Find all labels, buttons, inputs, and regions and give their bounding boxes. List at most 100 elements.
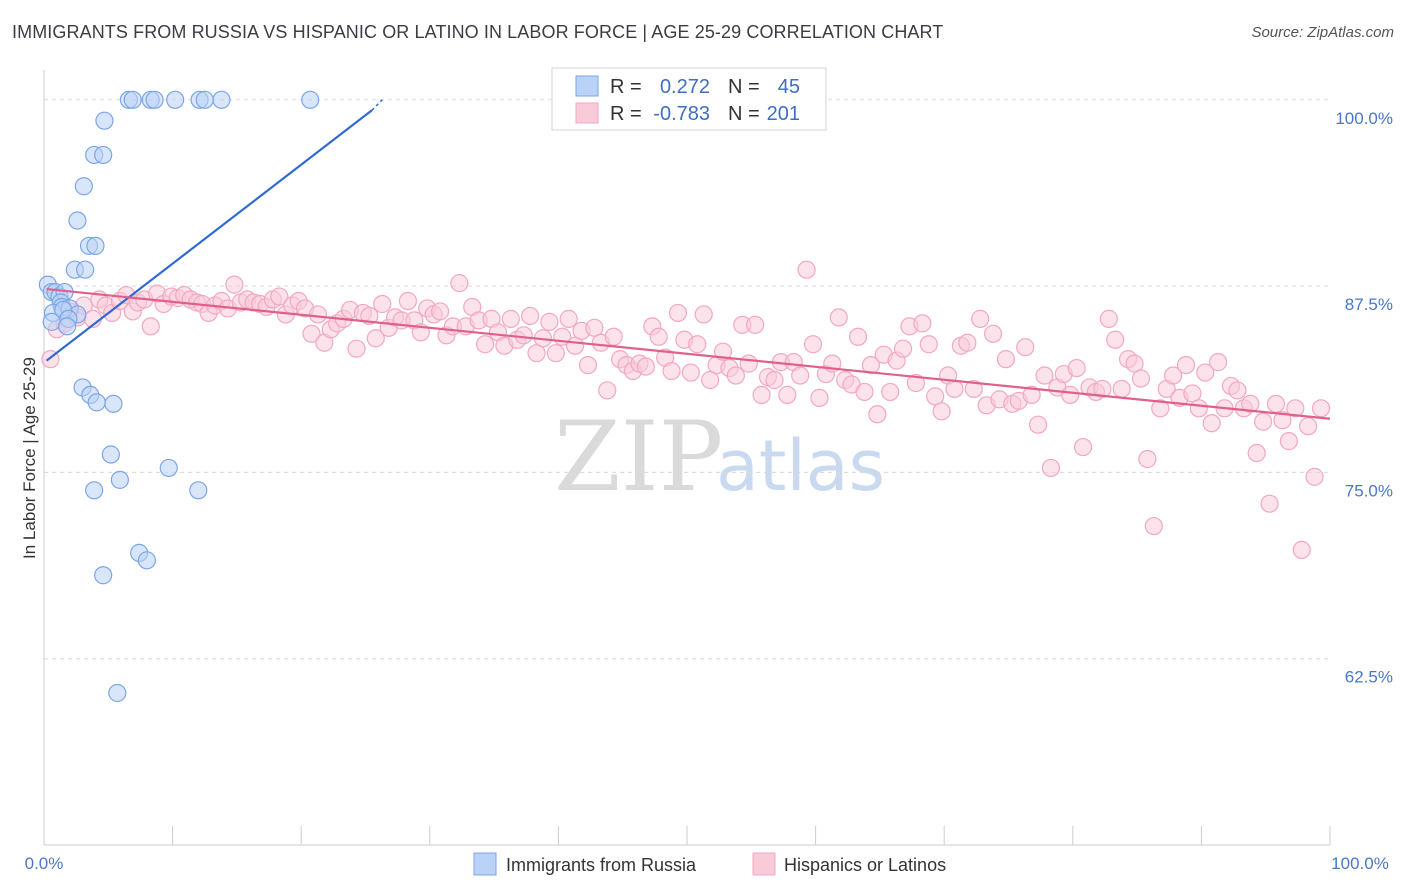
- point-s1-163: [1093, 379, 1112, 399]
- point-s1-114: [778, 385, 797, 405]
- point-s1-78: [546, 344, 565, 363]
- point-s1-126: [855, 382, 874, 402]
- trend-lines: [45, 99, 1331, 420]
- y-tick-labels: 100.0% 87.5% 75.0% 62.5%: [1335, 109, 1393, 687]
- legend-r-label-2: R =: [610, 103, 642, 125]
- point-s1-101: [694, 305, 713, 324]
- trend-line-s1: [46, 287, 1331, 420]
- point-s1-194: [1292, 540, 1311, 560]
- x-tick-label-right: 100.0%: [1331, 854, 1389, 873]
- point-s1-136: [919, 335, 938, 354]
- point-s1-179: [1196, 363, 1215, 382]
- point-s1-193: [1286, 399, 1305, 418]
- point-s1-73: [514, 326, 533, 345]
- point-s1-71: [501, 309, 520, 328]
- point-s1-119: [810, 388, 829, 407]
- point-s0-44: [108, 683, 127, 703]
- point-s1-86: [598, 381, 617, 400]
- point-s1-51: [373, 294, 392, 314]
- point-s1-109: [746, 315, 765, 334]
- trend-line-s0: [45, 109, 373, 362]
- point-s1-92: [636, 357, 655, 376]
- point-s1-166: [1112, 379, 1131, 399]
- point-s1-197: [1311, 399, 1331, 418]
- point-s1-189: [1260, 494, 1279, 513]
- point-s1-144: [971, 309, 990, 328]
- point-s0-8: [301, 90, 320, 109]
- point-s1-178: [1189, 399, 1208, 418]
- point-s1-47: [347, 339, 366, 358]
- point-s1-140: [945, 379, 964, 399]
- point-s0-6: [195, 90, 214, 109]
- legend-n-value-1: 45: [778, 76, 800, 98]
- y-tick-label-0: 100.0%: [1335, 109, 1393, 128]
- point-s1-151: [1016, 338, 1035, 357]
- point-s0-13: [68, 211, 87, 230]
- correlation-legend: R = 0.272 N = 45 R = -0.783 N = 201: [551, 67, 827, 131]
- point-s1-110: [752, 385, 771, 405]
- point-s1-186: [1241, 394, 1260, 413]
- point-s1-153: [1028, 415, 1048, 434]
- legend-n-label-2: N =: [728, 103, 760, 125]
- series-russia-points: [38, 90, 320, 703]
- x-tick-label-left: 0.0%: [25, 854, 64, 873]
- point-s1-122: [829, 308, 848, 327]
- point-s1-77: [540, 312, 559, 331]
- point-s1-164: [1099, 309, 1118, 328]
- point-s1-112: [765, 370, 784, 390]
- point-s1-97: [668, 303, 688, 323]
- point-s1-118: [803, 335, 823, 354]
- point-s1-187: [1247, 443, 1266, 463]
- point-s1-83: [578, 355, 598, 375]
- point-s1-172: [1151, 399, 1170, 418]
- point-s1-96: [662, 361, 681, 381]
- point-s1-125: [848, 327, 868, 346]
- point-s1-142: [958, 333, 977, 352]
- point-s0-35: [104, 394, 123, 413]
- point-s1-191: [1273, 411, 1292, 430]
- point-s1-138: [932, 402, 951, 421]
- point-s1-195: [1299, 417, 1318, 436]
- point-s0-37: [159, 458, 178, 478]
- point-s0-36: [101, 445, 120, 464]
- point-s1-146: [983, 324, 1003, 343]
- legend-n-label-1: N =: [728, 76, 760, 98]
- point-s0-43: [94, 566, 113, 585]
- point-s1-108: [739, 354, 758, 373]
- point-s1-158: [1061, 385, 1080, 405]
- y-tick-label-1: 87.5%: [1345, 295, 1393, 314]
- point-s0-9: [95, 111, 114, 130]
- point-s0-17: [76, 260, 95, 279]
- point-s1-41: [308, 305, 328, 324]
- point-s0-1: [123, 90, 142, 109]
- bottom-legend-label-hispanics: Hispanics or Latinos: [784, 855, 946, 875]
- point-s0-39: [85, 481, 104, 500]
- point-s0-4: [166, 90, 185, 109]
- x-ticks: [43, 826, 1331, 845]
- point-s1-152: [1022, 385, 1041, 405]
- legend-swatch-hispanics: [575, 102, 599, 124]
- series-legend: Immigrants from Russia Hispanics or Lati…: [473, 852, 946, 876]
- point-s1-99: [681, 363, 700, 382]
- point-s0-11: [94, 145, 113, 165]
- point-s1-100: [688, 335, 707, 354]
- point-s1-128: [868, 405, 887, 424]
- point-s1-170: [1138, 449, 1157, 469]
- point-s1-94: [649, 327, 668, 346]
- point-s1-132: [893, 339, 913, 358]
- series-hispanics-points: [41, 260, 1331, 560]
- point-s1-143: [964, 379, 983, 399]
- chart-title: IMMIGRANTS FROM RUSSIA VS HISPANIC OR LA…: [12, 22, 944, 42]
- point-s1-134: [906, 373, 926, 393]
- bottom-legend-swatch-hispanics: [752, 852, 776, 876]
- point-s1-176: [1176, 355, 1196, 375]
- point-s1-188: [1254, 412, 1273, 431]
- point-s1-80: [559, 309, 578, 328]
- point-s1-148: [996, 350, 1016, 369]
- point-s1-155: [1041, 458, 1061, 478]
- y-axis-title: In Labor Force | Age 25-29: [20, 357, 39, 559]
- legend-r-value-2: -0.783: [653, 103, 710, 125]
- point-s1-184: [1228, 381, 1247, 400]
- point-s0-42: [137, 551, 156, 570]
- point-s1-106: [726, 366, 745, 385]
